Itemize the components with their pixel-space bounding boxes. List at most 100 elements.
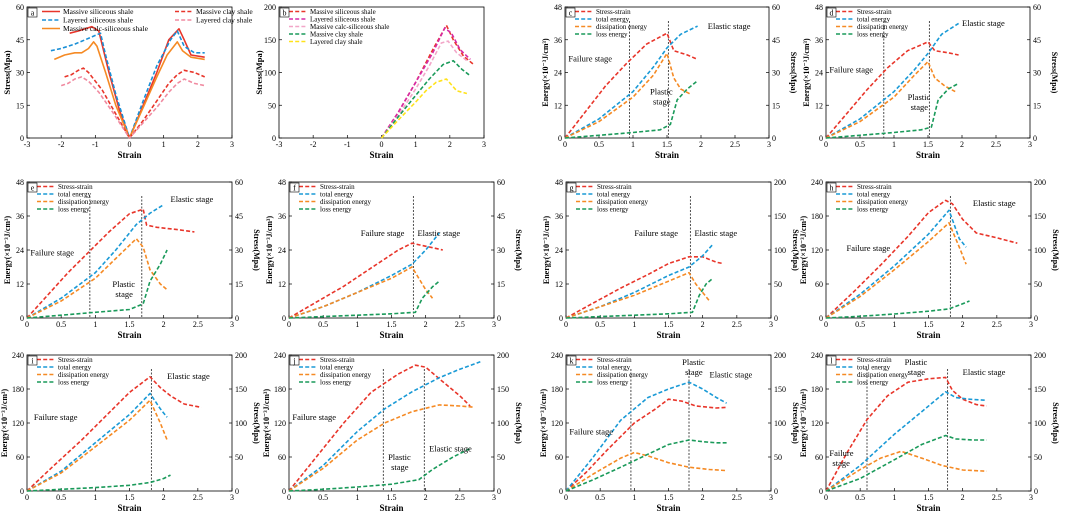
panel-i-legend-label-1: total energy: [58, 364, 92, 372]
panel-k-series-3: [565, 439, 727, 492]
panel-h-letter: h: [830, 184, 834, 193]
panel-c-xtick-label-1: 0.5: [594, 140, 604, 149]
panel-g-y2tick-label-3: 150: [774, 212, 786, 221]
panel-f-series-2: [288, 266, 434, 319]
panel-k-ytick-label-4: 240: [551, 351, 563, 360]
panel-c-y2tick-label-3: 45: [772, 36, 780, 45]
panel-g-ytick-label-2: 24: [555, 246, 563, 255]
panel-j-stage-label-1: Plastic stage: [388, 452, 411, 472]
panel-e-xtick-label-3: 1.5: [125, 320, 135, 329]
panel-e-ytick-label-3: 36: [16, 212, 24, 221]
panel-f-ytick-label-4: 48: [278, 178, 286, 187]
panel-d-stage-label-2: Elastic stage: [962, 18, 1005, 28]
panel-a-series-3: [64, 67, 206, 139]
panel-i-xtick-label-4: 2: [162, 493, 166, 502]
panel-k-ytick-label-3: 180: [551, 385, 563, 394]
panel-h-xlabel: Strain: [916, 330, 940, 340]
panel-l-xtick-label-2: 1: [892, 493, 896, 502]
panel-l-legend-label-0: Stress-strain: [857, 356, 892, 364]
panel-c-y2tick-label-4: 60: [772, 3, 780, 12]
panel-i-ylabel: Energy(×10⁻³J/cm³): [0, 389, 9, 458]
panel-i-y2tick-label-3: 150: [235, 385, 247, 394]
panel-c: 0 0.5 1 1.5 2 2.5 3012243648015304560StrainEne…: [541, 3, 798, 160]
panel-l-y2tick-label-4: 200: [1034, 351, 1046, 360]
panel-b-ytick-label-3: 150: [264, 36, 276, 45]
panel-f-series-3: [288, 280, 440, 319]
panel-d-y2tick-label-2: 30: [1033, 69, 1041, 78]
panel-i-y2tick-label-2: 100: [235, 419, 247, 428]
panel-g-ytick-label-1: 12: [555, 280, 563, 289]
panel-f-xtick-label-4: 2: [424, 320, 428, 329]
panel-h-stage-label-0: Failure stage: [847, 243, 891, 253]
panel-l-y2tick-label-0: 0: [1034, 487, 1038, 496]
panel-e-legend-label-3: loss energy: [58, 206, 90, 214]
panel-l-series-0: [825, 376, 987, 492]
panel-l-ytick-label-2: 120: [811, 419, 823, 428]
panel-k-series-0: [565, 398, 727, 492]
panel-b-xtick-label-4: 1: [414, 140, 418, 149]
panel-k-xtick-label-2: 1: [632, 493, 636, 502]
panel-d-legend-label-2: dissipation energy: [857, 23, 909, 31]
panel-l-series-3: [825, 434, 987, 492]
panel-f-xtick-label-0: 0: [287, 320, 291, 329]
panel-c-series-2: [564, 52, 692, 139]
panel-i-xtick-label-1: 0.5: [56, 493, 66, 502]
panel-b-xtick-label-1: -2: [310, 140, 317, 149]
panel-l-xlabel: Strain: [916, 503, 940, 513]
panel-a-ytick-label-3: 45: [16, 36, 24, 45]
panel-d-series-1: [825, 22, 960, 139]
panel-i-xtick-label-6: 3: [230, 493, 234, 502]
panel-i-legend-label-2: dissipation energy: [58, 371, 110, 379]
panel-h-xtick-label-3: 1.5: [924, 320, 934, 329]
panel-j-xlabel: Strain: [379, 503, 403, 513]
panel-c-y2tick-label-2: 30: [772, 69, 780, 78]
panel-d-y2label: Stress(Mpa): [1050, 52, 1059, 94]
panel-c-xtick-label-0: 0: [563, 140, 567, 149]
panel-i-series-1: [26, 392, 168, 492]
panel-f-ytick-label-3: 36: [278, 212, 286, 221]
panel-e-xtick-label-4: 2: [162, 320, 166, 329]
panel-k-legend-label-0: Stress-strain: [597, 356, 632, 364]
panel-d-xtick-label-1: 0.5: [855, 140, 865, 149]
panel-i-xtick-label-5: 2.5: [193, 493, 203, 502]
panel-d-legend-label-3: loss energy: [857, 31, 889, 39]
panel-f-ytick-label-2: 24: [278, 246, 286, 255]
panel-l-xtick-label-3: 1.5: [924, 493, 934, 502]
panel-h-letter-box: [826, 182, 837, 193]
panel-h-xtick-label-6: 3: [1029, 320, 1033, 329]
panel-k-y2tick-label-3: 150: [774, 385, 786, 394]
panel-b: -3 -2 -1 0 1 2 3 0 50 100 150 200 Strain Stress(Mpa) M…: [254, 3, 486, 160]
panel-b-letter-box: [279, 7, 290, 18]
panel-b-xtick-label-5: 2: [448, 140, 452, 149]
panel-c-y2label: Stress(Mpa): [789, 52, 798, 94]
panel-g-y2tick-label-4: 200: [774, 178, 786, 187]
panel-b-legend-label-3: Massive clay shale: [310, 31, 363, 39]
panel-e-ytick-label-2: 24: [16, 246, 24, 255]
panel-c-y2tick-label-1: 15: [772, 101, 780, 110]
panel-f-stage-label-0: Failure stage: [361, 228, 405, 238]
panel-i-ytick-label-4: 240: [12, 351, 24, 360]
panel-j-xtick-label-4: 2: [424, 493, 428, 502]
panel-k-legend-label-2: dissipation energy: [597, 371, 649, 379]
panel-g-xtick-label-0: 0: [564, 320, 568, 329]
panel-l-y2label: Stress(Mpa): [1051, 402, 1060, 444]
panel-d-stage-label-1: Plastic stage: [908, 92, 931, 112]
panel-d-letter: d: [830, 9, 834, 18]
panel-f-xtick-label-1: 0.5: [318, 320, 328, 329]
panel-f-y2tick-label-2: 30: [497, 246, 505, 255]
panel-a-legend-label-1: Layered siliceous shale: [63, 16, 134, 25]
panel-h-ytick-label-0: 0: [819, 314, 823, 323]
panel-b-xtick-label-0: -3: [276, 140, 283, 149]
panel-i-stage-label-0: Failure stage: [34, 412, 78, 422]
panel-k-ytick-label-1: 60: [555, 453, 563, 462]
panel-j-xtick-label-2: 1: [355, 493, 359, 502]
panel-f-xtick-label-5: 2.5: [455, 320, 465, 329]
panel-b-xlabel: Strain: [369, 150, 393, 160]
panel-g-series-1: [565, 243, 714, 319]
panel-j-xtick-label-5: 2.5: [455, 493, 465, 502]
panel-d-xtick-label-0: 0: [824, 140, 828, 149]
panel-a-ylabel: Stress(Mpa): [2, 50, 12, 94]
panel-k-stage-label-2: Elastic stage: [710, 370, 753, 380]
